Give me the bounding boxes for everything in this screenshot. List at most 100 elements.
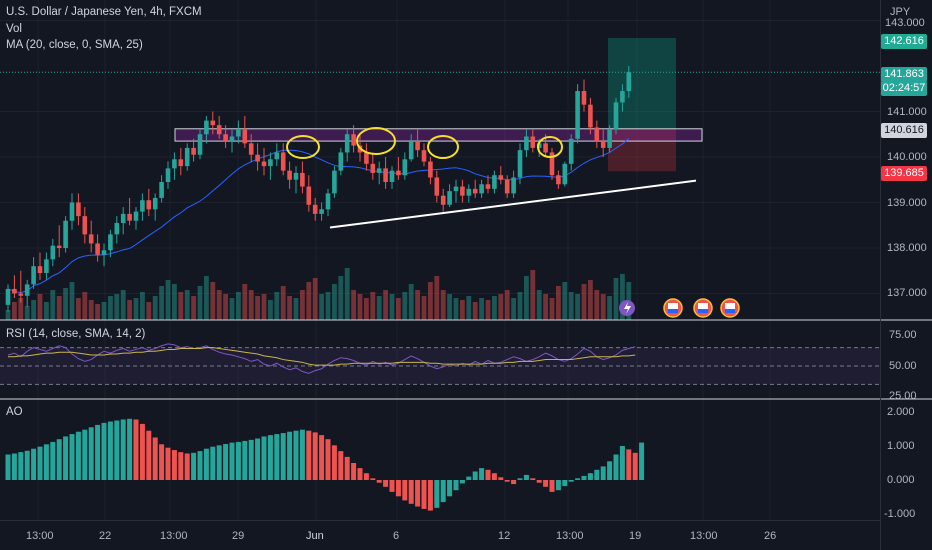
candle-body[interactable]	[261, 161, 267, 167]
candle-body[interactable]	[383, 168, 388, 183]
ao-histogram-bar[interactable]	[632, 452, 638, 480]
candle-body[interactable]	[389, 170, 395, 183]
candle-body[interactable]	[120, 213, 126, 223]
ao-histogram-bar[interactable]	[319, 435, 325, 480]
long-position-stop-zone[interactable]	[608, 128, 676, 172]
ao-histogram-bar[interactable]	[479, 468, 485, 480]
candle-body[interactable]	[63, 220, 68, 248]
candle-body[interactable]	[575, 91, 580, 139]
support-trendline[interactable]	[329, 179, 697, 229]
ao-histogram-bar[interactable]	[562, 480, 568, 487]
ao-histogram-bar[interactable]	[447, 480, 453, 497]
candle-body[interactable]	[287, 170, 292, 180]
ao-histogram-bar[interactable]	[69, 434, 75, 480]
resistance-zone-rectangle[interactable]	[174, 128, 703, 142]
ma-line[interactable]	[7, 138, 630, 294]
candle-body[interactable]	[511, 177, 516, 194]
candle-body[interactable]	[274, 152, 280, 160]
ao-histogram-bar[interactable]	[107, 421, 113, 480]
ao-histogram-bar[interactable]	[274, 434, 280, 480]
ao-histogram-bar[interactable]	[459, 480, 465, 484]
candle-body[interactable]	[95, 243, 100, 255]
candle-body[interactable]	[165, 168, 171, 183]
candle-body[interactable]	[229, 136, 235, 142]
candle-body[interactable]	[24, 284, 30, 296]
ao-histogram-bar[interactable]	[210, 446, 216, 480]
ao-histogram-bar[interactable]	[530, 478, 536, 480]
ao-histogram-bar[interactable]	[549, 480, 555, 492]
candle-body[interactable]	[485, 184, 491, 189]
candle-body[interactable]	[82, 216, 88, 235]
ao-legend[interactable]: AO	[6, 406, 23, 418]
candle-body[interactable]	[108, 234, 113, 251]
ao-histogram-bar[interactable]	[197, 451, 203, 480]
candle-body[interactable]	[140, 200, 145, 212]
ao-histogram-bar[interactable]	[338, 451, 344, 480]
ao-histogram-bar[interactable]	[127, 418, 133, 480]
candle-body[interactable]	[31, 266, 36, 285]
long-position-target-zone[interactable]	[608, 37, 676, 129]
ao-histogram-bar[interactable]	[50, 441, 56, 480]
candle-body[interactable]	[146, 200, 152, 210]
ao-histogram-bar[interactable]	[453, 480, 459, 491]
candle-body[interactable]	[76, 202, 81, 217]
candle-body[interactable]	[88, 234, 94, 244]
ao-histogram-bar[interactable]	[600, 466, 606, 480]
ao-histogram-bar[interactable]	[543, 480, 549, 487]
ao-histogram-bar[interactable]	[165, 447, 171, 480]
annotation-circle[interactable]	[427, 135, 459, 159]
candle-body[interactable]	[319, 209, 324, 214]
candle-body[interactable]	[428, 161, 433, 178]
ao-histogram-bar[interactable]	[133, 419, 139, 480]
candle-body[interactable]	[5, 288, 11, 305]
ao-histogram-bar[interactable]	[120, 419, 126, 480]
ao-histogram-bar[interactable]	[408, 480, 414, 504]
candle-body[interactable]	[351, 134, 356, 146]
ao-histogram-bar[interactable]	[485, 469, 491, 480]
ao-histogram-bar[interactable]	[261, 436, 267, 480]
ao-histogram-bar[interactable]	[613, 454, 619, 481]
candle-body[interactable]	[338, 152, 344, 171]
candle-body[interactable]	[472, 188, 478, 194]
rsi-line[interactable]	[7, 343, 636, 374]
ao-histogram-bar[interactable]	[536, 480, 542, 483]
ao-histogram-bar[interactable]	[306, 430, 312, 480]
ao-histogram-bar[interactable]	[95, 424, 101, 480]
candle-body[interactable]	[543, 143, 548, 153]
ao-histogram-bar[interactable]	[427, 480, 433, 511]
ao-histogram-bar[interactable]	[287, 431, 293, 480]
ao-histogram-bar[interactable]	[402, 480, 408, 501]
ao-histogram-bar[interactable]	[376, 480, 382, 483]
rsi-legend[interactable]: RSI (14, close, SMA, 14, 2)	[6, 328, 146, 340]
ao-histogram-bar[interactable]	[363, 473, 369, 480]
ao-histogram-bar[interactable]	[370, 478, 376, 480]
ao-histogram-bar[interactable]	[203, 448, 209, 480]
candle-body[interactable]	[50, 245, 56, 260]
ao-histogram-bar[interactable]	[114, 420, 120, 481]
ao-histogram-bar[interactable]	[581, 475, 587, 480]
candle-body[interactable]	[216, 125, 222, 135]
ao-histogram-bar[interactable]	[37, 446, 43, 480]
candle-body[interactable]	[562, 163, 568, 185]
ao-histogram-bar[interactable]	[357, 468, 363, 480]
candle-body[interactable]	[607, 129, 612, 148]
candle-body[interactable]	[268, 159, 273, 167]
candle-body[interactable]	[568, 138, 574, 164]
ao-histogram-bar[interactable]	[389, 480, 395, 492]
ao-histogram-bar[interactable]	[440, 480, 446, 503]
candle-body[interactable]	[344, 134, 350, 153]
ao-histogram-bar[interactable]	[568, 480, 574, 482]
ao-histogram-bar[interactable]	[383, 480, 389, 487]
ao-histogram-bar[interactable]	[607, 461, 613, 480]
ao-histogram-bar[interactable]	[216, 445, 222, 480]
ao-histogram-bar[interactable]	[184, 453, 190, 480]
ao-histogram-bar[interactable]	[299, 429, 305, 480]
ao-histogram-bar[interactable]	[56, 439, 62, 480]
candle-body[interactable]	[530, 136, 536, 148]
ao-histogram-bar[interactable]	[248, 439, 254, 480]
candle-body[interactable]	[588, 104, 593, 128]
candle-body[interactable]	[18, 293, 24, 296]
candle-body[interactable]	[402, 159, 408, 176]
candle-body[interactable]	[37, 266, 43, 274]
